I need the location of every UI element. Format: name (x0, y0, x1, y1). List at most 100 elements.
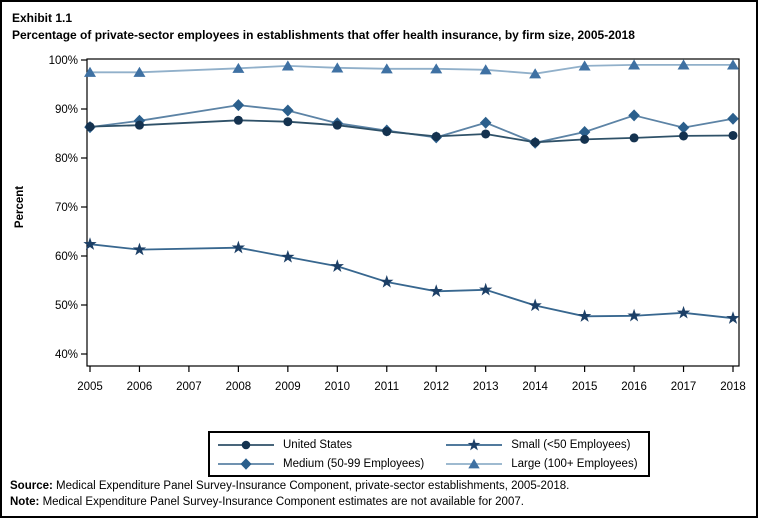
x-axis: 2005 2006 2007 2008 2009 2010 2011 2012 2013 2014… (77, 366, 746, 393)
large-line-marker-icon (446, 458, 503, 468)
source-prefix: Source: (10, 480, 53, 492)
x-tick-label: 2006 (127, 381, 153, 393)
large-marker-2017 (677, 59, 690, 70)
y-tick-label: 100% (49, 55, 78, 67)
small-marker-2011 (380, 274, 394, 288)
small-line-marker-icon (446, 437, 503, 450)
x-tick-label: 2016 (621, 381, 647, 393)
medium-legend-marker (240, 457, 252, 470)
us-marker-2010 (332, 120, 342, 130)
source-line: Source: Medical Expenditure Panel Survey… (10, 478, 754, 494)
small-marker-2009 (281, 249, 295, 263)
medium-marker-2009 (282, 104, 294, 117)
x-tick-label: 2007 (176, 381, 202, 393)
large-marker-2015 (578, 60, 591, 71)
x-tick-label: 2018 (720, 381, 746, 393)
y-tick-label: 40% (55, 349, 78, 361)
x-tick-label: 2011 (374, 381, 399, 393)
series-large (84, 59, 739, 79)
small-marker-2008 (231, 240, 246, 254)
us-marker-2009 (283, 117, 293, 127)
series-small (83, 237, 740, 324)
us-marker-2005 (85, 122, 95, 132)
small-marker-2010 (330, 259, 344, 272)
united-states-line-marker-icon (218, 440, 274, 449)
small-marker-2014 (528, 298, 542, 312)
x-tick-label: 2014 (522, 381, 548, 393)
legend-item-large: Large (100+ Employees) (446, 457, 638, 471)
exhibit-label: Exhibit 1.1 (12, 11, 73, 25)
small-line (89, 243, 734, 320)
medium-marker-2013 (479, 116, 492, 129)
chart-title-block: Exhibit 1.1 Percentage of private-sector… (12, 10, 752, 44)
medium-line-marker-icon (218, 457, 274, 470)
large-marker-2008 (232, 62, 245, 73)
large-marker-2009 (281, 60, 294, 71)
medium-marker-2015 (578, 126, 591, 139)
small-marker-2018 (726, 311, 740, 324)
us-legend-marker (241, 440, 251, 449)
us-marker-2013 (481, 129, 491, 139)
large-marker-2005 (84, 66, 96, 77)
us-marker-2018 (728, 130, 738, 140)
small-marker-2005 (83, 237, 97, 250)
us-marker-2012 (431, 131, 441, 141)
small-marker-2006 (132, 242, 147, 256)
us-marker-2017 (679, 131, 689, 141)
us-marker-2014 (530, 137, 540, 147)
series-us (85, 115, 738, 147)
medium-marker-2017 (677, 121, 690, 134)
y-tick-label: 70% (55, 202, 78, 214)
x-tick-label: 2005 (77, 381, 103, 393)
large-marker-2014 (529, 68, 542, 79)
y-axis: 100% 90% 80% 70% 60% 50% 40% Percent (14, 55, 87, 361)
large-marker-2006 (133, 66, 146, 77)
footnotes: Source: Medical Expenditure Panel Survey… (10, 478, 754, 510)
x-tick-label: 2009 (275, 381, 301, 393)
large-marker-2018 (727, 59, 739, 70)
medium-marker-2018 (727, 112, 739, 125)
x-tick-label: 2010 (325, 381, 351, 393)
medium-marker-2016 (628, 109, 640, 122)
small-marker-2017 (676, 305, 691, 319)
small-marker-2015 (577, 309, 592, 322)
legend-item-medium: Medium (50-99 Employees) (218, 457, 424, 471)
us-marker-2015 (580, 134, 590, 144)
chart-title: Percentage of private-sector employees i… (12, 28, 635, 42)
plot-frame (86, 58, 740, 367)
legend-label: Large (100+ Employees) (511, 457, 638, 470)
x-tick-label: 2015 (572, 381, 598, 393)
large-marker-2016 (628, 59, 641, 70)
legend-label: United States (283, 438, 353, 451)
y-tick-label: 60% (55, 251, 78, 263)
legend-item-united-states: United States (218, 438, 424, 452)
large-marker-2013 (479, 64, 492, 75)
us-marker-2016 (629, 133, 639, 143)
y-tick-label: 80% (55, 153, 78, 165)
large-marker-2011 (380, 63, 393, 74)
x-tick-label: 2017 (671, 381, 697, 393)
large-marker-2010 (331, 62, 344, 73)
source-text: Medical Expenditure Panel Survey-Insuran… (52, 480, 570, 492)
legend-label: Medium (50-99 Employees) (283, 457, 425, 470)
us-marker-2006 (134, 120, 144, 130)
note-text: Medical Expenditure Panel Survey-Insuran… (39, 496, 524, 508)
us-marker-2008 (233, 115, 243, 125)
x-tick-label: 2008 (226, 381, 252, 393)
note-prefix: Note: (10, 496, 40, 508)
large-legend-marker (468, 458, 480, 468)
y-axis-title: Percent (14, 186, 26, 228)
y-tick-label: 50% (55, 300, 78, 312)
legend-label: Small (<50 Employees) (511, 438, 631, 451)
small-marker-2016 (627, 308, 641, 322)
small-legend-marker (467, 437, 481, 450)
large-marker-2012 (430, 63, 443, 74)
y-tick-label: 90% (55, 104, 78, 116)
small-marker-2013 (479, 282, 493, 296)
legend: United States Medium (50-99 Employees) S… (208, 431, 650, 477)
x-tick-label: 2012 (423, 381, 449, 393)
small-marker-2012 (429, 284, 443, 297)
x-tick-label: 2013 (473, 381, 499, 393)
